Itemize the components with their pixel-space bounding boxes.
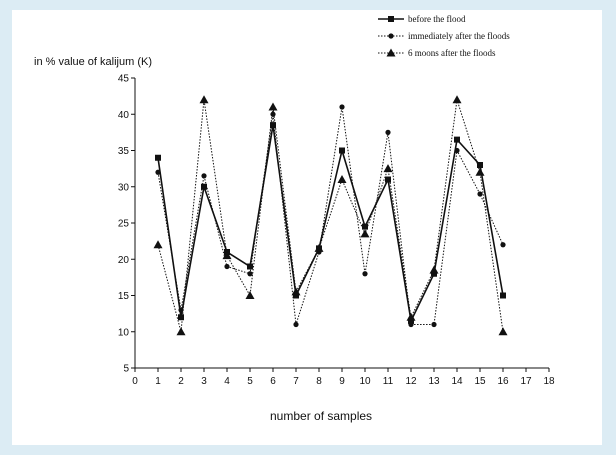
x-tick-label-6: 6 bbox=[270, 376, 276, 387]
series-0-point-8 bbox=[339, 147, 345, 154]
x-tick-label-16: 16 bbox=[497, 376, 509, 387]
legend-marker-1 bbox=[388, 33, 394, 39]
x-tick-label-18: 18 bbox=[543, 376, 555, 387]
series-2 bbox=[153, 95, 508, 336]
series-2-point-14 bbox=[475, 167, 485, 176]
x-axis-label: number of samples bbox=[270, 409, 372, 423]
y-tick-label-0: 5 bbox=[123, 364, 129, 375]
x-tick-label-9: 9 bbox=[339, 376, 345, 387]
series-1-point-6 bbox=[293, 321, 299, 328]
legend-marker-2 bbox=[386, 48, 396, 57]
series-line-2 bbox=[157, 99, 504, 332]
series-0-point-9 bbox=[362, 223, 368, 230]
x-tick-label-10: 10 bbox=[359, 376, 371, 387]
y-tick-label-3: 20 bbox=[118, 255, 130, 266]
series-1-point-4 bbox=[247, 271, 253, 277]
series-2-point-3 bbox=[222, 251, 232, 260]
y-axis-label: in % value of kalijum (K) bbox=[34, 56, 152, 68]
series-1-point-0 bbox=[155, 169, 161, 175]
series-0-point-0 bbox=[155, 154, 161, 161]
x-tick-label-2: 2 bbox=[178, 376, 184, 387]
x-tick-label-3: 3 bbox=[201, 376, 207, 387]
y-tick-label-8: 45 bbox=[118, 74, 130, 85]
series-0-point-6 bbox=[293, 292, 299, 299]
x-tick-label-7: 7 bbox=[293, 376, 299, 387]
series-2-point-15 bbox=[498, 327, 508, 336]
series-0-point-15 bbox=[500, 292, 506, 299]
y-tick-label-7: 40 bbox=[118, 110, 130, 121]
legend-label-1: immediately after the floods bbox=[408, 31, 510, 41]
series-1-point-14 bbox=[477, 191, 483, 197]
legend: before the flood immediately after the fl… bbox=[378, 14, 510, 58]
series-2-point-8 bbox=[337, 175, 347, 183]
series-1 bbox=[155, 104, 506, 328]
y-tick-label-6: 35 bbox=[118, 146, 130, 157]
series-1-point-3 bbox=[224, 263, 230, 270]
series-2-point-11 bbox=[406, 312, 416, 321]
series-line-0 bbox=[157, 124, 504, 324]
chart-card: 5 10 15 20 25 30 35 40 45 0 1 2 3 4 5 6 7 8 9 10 11 12 13 14 15 1… bbox=[12, 10, 602, 445]
x-tick-label-13: 13 bbox=[428, 376, 440, 387]
series-1-point-5 bbox=[270, 111, 276, 117]
series-0-point-5 bbox=[270, 122, 276, 129]
y-tick-label-5: 30 bbox=[118, 182, 130, 193]
series-2-point-7 bbox=[314, 243, 324, 252]
series-1-point-8 bbox=[339, 104, 345, 110]
x-tick-label-4: 4 bbox=[224, 376, 230, 387]
series-1-point-9 bbox=[362, 271, 368, 277]
x-tick-label-15: 15 bbox=[474, 376, 486, 387]
series-2-point-0 bbox=[153, 240, 163, 249]
series-2-point-4 bbox=[245, 291, 255, 299]
x-tick-label-11: 11 bbox=[383, 376, 394, 387]
series-2-point-12 bbox=[429, 265, 439, 274]
series-0-point-13 bbox=[454, 136, 460, 143]
y-tick-label-4: 25 bbox=[118, 219, 130, 230]
series-1-point-10 bbox=[385, 129, 391, 135]
series-0-point-2 bbox=[201, 183, 207, 190]
series-1-point-12 bbox=[431, 321, 437, 328]
series-0-point-10 bbox=[385, 176, 391, 183]
y-tick-label-1: 10 bbox=[118, 327, 130, 338]
series-2-point-2 bbox=[199, 95, 209, 104]
series-2-point-6 bbox=[291, 287, 301, 296]
series-2-point-9 bbox=[360, 229, 370, 238]
legend-label-2: 6 moons after the floods bbox=[408, 48, 496, 58]
series-0 bbox=[155, 122, 506, 324]
series-1-point-2 bbox=[201, 173, 207, 179]
legend-label-0: before the flood bbox=[408, 14, 466, 24]
series-2-point-10 bbox=[383, 164, 393, 173]
x-tick-label-8: 8 bbox=[316, 376, 322, 387]
series-1-point-15 bbox=[500, 242, 506, 248]
x-tick-label-14: 14 bbox=[451, 376, 463, 387]
series-1-point-13 bbox=[454, 147, 460, 154]
series-2-point-5 bbox=[268, 102, 278, 111]
series-line-1 bbox=[157, 106, 504, 325]
series-2-point-13 bbox=[452, 95, 462, 104]
series-0-point-11 bbox=[408, 317, 414, 324]
x-tick-label-0: 0 bbox=[132, 376, 138, 387]
x-tick-label-17: 17 bbox=[520, 376, 532, 387]
x-tick-label-12: 12 bbox=[405, 376, 417, 387]
series-0-point-12 bbox=[431, 270, 437, 277]
x-tick-label-5: 5 bbox=[247, 376, 253, 387]
series-0-point-14 bbox=[477, 162, 483, 168]
x-tick-label-1: 1 bbox=[155, 376, 161, 387]
legend-marker-0 bbox=[388, 16, 394, 22]
series-0-point-1 bbox=[178, 314, 184, 321]
series-layer bbox=[153, 95, 508, 336]
series-2-point-1 bbox=[176, 327, 186, 336]
series-1-point-11 bbox=[408, 321, 414, 328]
series-1-point-1 bbox=[178, 307, 184, 313]
series-0-point-4 bbox=[247, 263, 253, 270]
y-tick-label-2: 15 bbox=[118, 291, 130, 302]
